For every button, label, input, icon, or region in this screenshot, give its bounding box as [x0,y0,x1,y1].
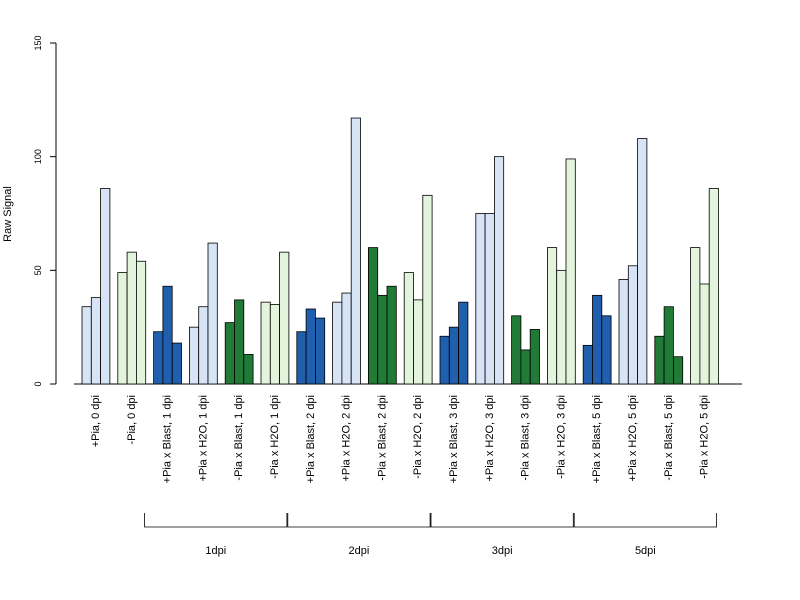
y-tick-label: 150 [33,35,43,50]
bar [601,315,612,385]
bar [279,251,290,385]
group-label: 5dpi [635,545,656,557]
bar [556,269,567,385]
category-label: -Pia x H2O, 1 dpi [269,395,281,479]
bar [386,285,397,385]
category-label: -Pia x Blast, 2 dpi [376,395,388,481]
bars [81,117,719,385]
y-tick-label: 100 [33,149,43,164]
group-label: 3dpi [492,545,513,557]
bar [126,251,137,385]
bar [511,315,522,385]
category-label: +Pia x Blast, 3 dpi [448,395,460,483]
bar [117,272,128,385]
bar [207,242,218,385]
bar [699,283,710,385]
bar [439,335,450,385]
bar [350,117,361,385]
bar [135,260,147,385]
category-label: -Pia x Blast, 3 dpi [520,395,532,481]
bar [314,317,326,385]
bar [224,322,235,385]
bar [100,188,111,385]
bar [484,213,495,385]
bar [448,326,459,385]
group-bracket [287,513,431,528]
bar [663,306,674,385]
bar [243,354,254,385]
bar [637,138,648,385]
group-label: 1dpi [205,545,226,557]
bar [565,158,576,385]
category-label: +Pia x Blast, 2 dpi [305,395,317,483]
bar [690,247,701,385]
category-label: +Pia x Blast, 1 dpi [162,395,174,483]
y-axis: 0 50 100 150 [33,35,57,387]
bar [547,247,558,385]
group-bracket [573,513,717,528]
y-tick-label: 50 [33,265,43,275]
category-label: +Pia, 0 dpi [90,395,102,447]
bar [520,349,531,385]
bar [153,331,164,385]
bar [493,156,505,385]
bar [332,301,343,385]
bar [529,329,540,385]
y-tick-label: 0 [33,381,43,386]
bar [81,306,92,385]
category-label: +Pia x H2O, 3 dpi [484,395,496,482]
bar [234,299,245,385]
group-brackets: 1dpi 2dpi 3dpi 5dpi [144,513,717,557]
bar [422,194,433,385]
bar [673,356,684,385]
bar [260,301,271,385]
bar [627,265,638,385]
group-bracket [430,513,574,528]
bar [708,188,719,385]
bar [403,272,414,385]
category-label: -Pia x H2O, 5 dpi [699,395,711,479]
bar [188,326,200,385]
bar [198,306,209,385]
bar [582,344,593,385]
category-label: -Pia x Blast, 1 dpi [233,395,245,481]
category-label: +Pia x H2O, 2 dpi [341,395,353,482]
category-label: -Pia, 0 dpi [126,395,138,445]
bar [367,247,379,385]
bar [618,279,629,385]
group-label: 2dpi [349,545,370,557]
bar [341,292,352,385]
y-axis-label: Raw Signal [2,186,14,242]
bar [269,304,280,385]
category-label: +Pia x Blast, 5 dpi [591,395,603,483]
bar [654,335,665,385]
category-label: -Pia x H2O, 3 dpi [555,395,567,479]
bar [413,299,424,385]
bar [305,308,316,385]
category-label: -Pia x Blast, 5 dpi [663,395,675,481]
bar [171,342,182,385]
bar [377,294,388,385]
category-label: -Pia x H2O, 2 dpi [412,395,424,479]
group-bracket [144,513,288,528]
bar [592,294,603,385]
bar [296,331,307,385]
category-label: +Pia x H2O, 1 dpi [197,395,209,482]
bar [90,297,102,385]
bar [162,285,173,385]
bar [475,213,486,385]
bar [458,301,469,385]
category-label: +Pia x H2O, 5 dpi [627,395,639,482]
category-labels: +Pia, 0 dpi -Pia, 0 dpi +Pia x Blast, 1 dp… [90,395,711,483]
